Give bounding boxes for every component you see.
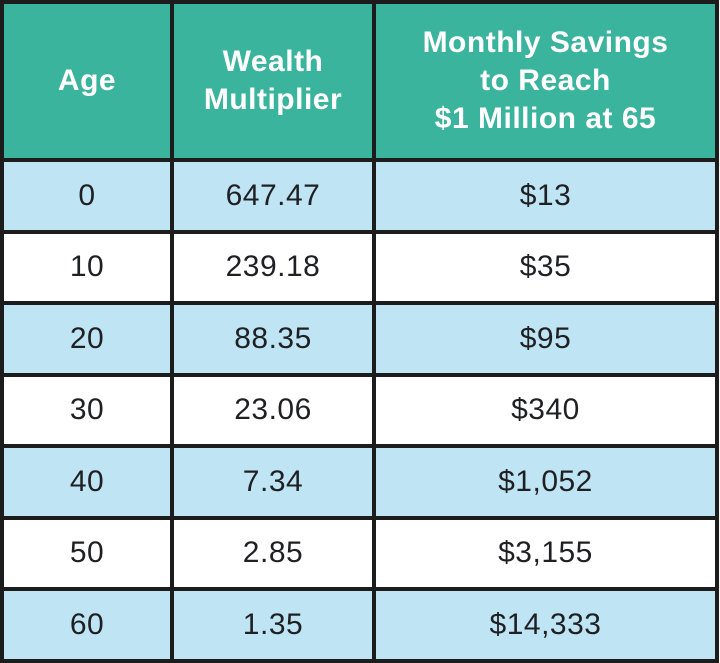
table-row-age-30: 30 23.06 $340 xyxy=(0,372,719,448)
column-header-age-label: Age xyxy=(57,64,117,97)
cell-wealth-multiplier: 647.47 xyxy=(170,158,376,234)
table-row-age-20: 20 88.35 $95 xyxy=(0,301,719,377)
cell-age: 60 xyxy=(0,587,174,663)
column-header-monthly-savings: Monthly Savings to Reach $1 Million at 6… xyxy=(372,0,719,162)
cell-age: 10 xyxy=(0,229,174,305)
cell-wealth-multiplier: 23.06 xyxy=(170,372,376,448)
column-header-monthly-savings-line3: $1 Million at 65 xyxy=(434,102,657,135)
column-header-monthly-savings-line2: to Reach xyxy=(480,64,611,97)
cell-age: 30 xyxy=(0,372,174,448)
cell-monthly-savings: $13 xyxy=(372,158,719,234)
column-header-monthly-savings-line1: Monthly Savings xyxy=(422,26,669,59)
column-header-age: Age xyxy=(0,0,174,162)
cell-age: 50 xyxy=(0,515,174,591)
column-header-wealth-multiplier-line1: Wealth xyxy=(222,45,324,78)
column-header-wealth-multiplier: Wealth Multiplier xyxy=(170,0,376,162)
cell-monthly-savings: $35 xyxy=(372,229,719,305)
cell-monthly-savings: $95 xyxy=(372,301,719,377)
cell-wealth-multiplier: 1.35 xyxy=(170,587,376,663)
cell-wealth-multiplier: 239.18 xyxy=(170,229,376,305)
table-row-age-50: 50 2.85 $3,155 xyxy=(0,515,719,591)
cell-wealth-multiplier: 2.85 xyxy=(170,515,376,591)
column-header-wealth-multiplier-line2: Multiplier xyxy=(203,83,343,116)
cell-age: 40 xyxy=(0,444,174,520)
cell-monthly-savings: $340 xyxy=(372,372,719,448)
cell-age: 20 xyxy=(0,301,174,377)
cell-monthly-savings: $14,333 xyxy=(372,587,719,663)
table-row-age-10: 10 239.18 $35 xyxy=(0,229,719,305)
cell-age: 0 xyxy=(0,158,174,234)
table-row-age-0: 0 647.47 $13 xyxy=(0,158,719,234)
cell-monthly-savings: $3,155 xyxy=(372,515,719,591)
cell-wealth-multiplier: 88.35 xyxy=(170,301,376,377)
cell-monthly-savings: $1,052 xyxy=(372,444,719,520)
cell-wealth-multiplier: 7.34 xyxy=(170,444,376,520)
header-row: Age Wealth Multiplier Monthly Savings to… xyxy=(0,0,719,162)
table-row-age-40: 40 7.34 $1,052 xyxy=(0,444,719,520)
table-row-age-60: 60 1.35 $14,333 xyxy=(0,587,719,663)
